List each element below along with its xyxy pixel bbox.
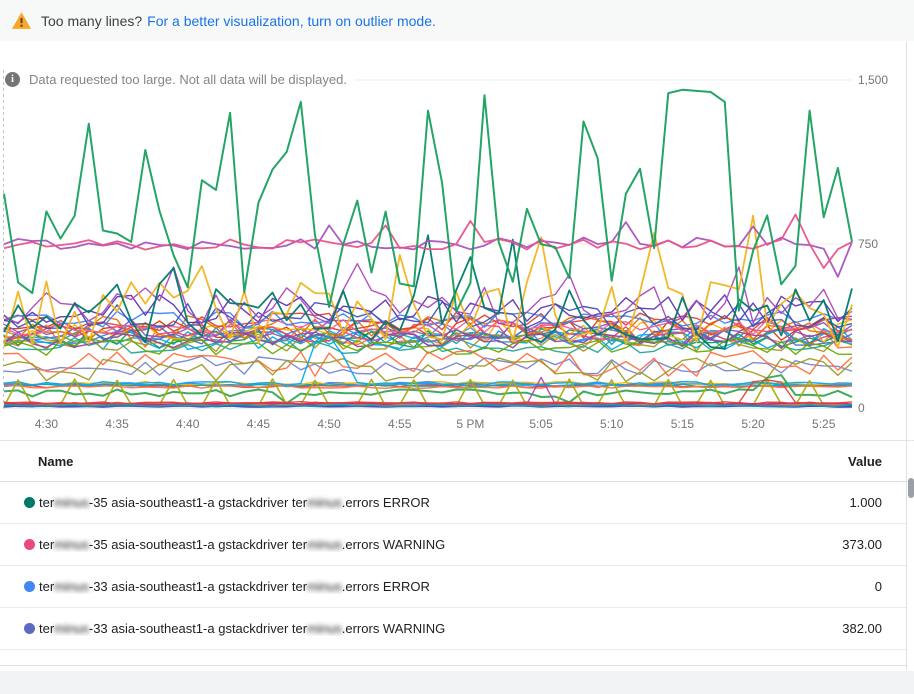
series-line xyxy=(3,213,853,270)
series-value: 1.000 xyxy=(849,495,882,510)
series-line xyxy=(3,88,853,313)
x-axis-label: 5:25 xyxy=(812,417,836,431)
y-axis-label: 1,500 xyxy=(858,73,889,87)
series-line xyxy=(3,355,853,376)
series-line xyxy=(3,234,853,350)
series-value: 0 xyxy=(874,579,882,594)
series-value: 382.00 xyxy=(842,621,882,636)
scrollbar-track[interactable] xyxy=(907,483,914,670)
series-line xyxy=(3,214,853,348)
series-color-dot xyxy=(24,539,35,550)
series-line xyxy=(3,294,853,324)
outlier-mode-link[interactable]: For a better visualization, turn on outl… xyxy=(147,12,436,29)
series-line xyxy=(3,311,853,332)
x-axis-label: 5:05 xyxy=(529,417,553,431)
legend-row[interactable]: terminus-35 asia-southeast1-a gstackdriv… xyxy=(0,524,914,566)
x-axis-label: 5:10 xyxy=(600,417,624,431)
column-header-value[interactable]: Value xyxy=(848,453,882,469)
legend-row[interactable]: terminus-33 asia-southeast1-a gstackdriv… xyxy=(0,608,914,650)
legend-header: Name Value xyxy=(0,441,914,482)
series-line xyxy=(3,337,853,356)
chart-canvas[interactable] xyxy=(0,0,914,440)
series-line xyxy=(3,383,853,388)
x-axis-label: 5:20 xyxy=(741,417,765,431)
info-icon: i xyxy=(5,72,20,87)
notice-text: Data requested too large. Not all data w… xyxy=(29,72,347,87)
x-axis-label: 5:15 xyxy=(670,417,695,431)
series-value: 373.00 xyxy=(842,537,882,552)
series-line xyxy=(3,315,853,341)
series-color-dot xyxy=(24,623,35,634)
series-color-dot xyxy=(24,581,35,592)
timeseries-chart[interactable]: i Data requested too large. Not all data… xyxy=(0,0,914,440)
series-line xyxy=(3,357,853,383)
x-axis-label: 4:30 xyxy=(34,417,59,431)
series-line xyxy=(3,336,853,354)
y-axis-label: 0 xyxy=(858,401,865,415)
series-name: terminus-35 asia-southeast1-a gstackdriv… xyxy=(39,537,446,552)
series-line xyxy=(3,263,853,325)
legend-row-partial xyxy=(0,650,914,666)
series-line xyxy=(3,374,853,405)
series-line xyxy=(3,349,853,377)
column-header-name[interactable]: Name xyxy=(38,453,74,469)
legend-row[interactable]: terminus-35 asia-southeast1-a gstackdriv… xyxy=(0,482,914,524)
data-truncated-notice: i Data requested too large. Not all data… xyxy=(5,71,355,88)
x-axis-label: 4:45 xyxy=(246,417,271,431)
series-color-dot xyxy=(24,497,35,508)
series-line xyxy=(4,385,853,389)
x-axis-label: 4:40 xyxy=(176,417,200,431)
series-name: terminus-33 asia-southeast1-a gstackdriv… xyxy=(39,579,430,594)
legend-row[interactable]: terminus-33 asia-southeast1-a gstackdriv… xyxy=(0,566,914,608)
warning-banner: Too many lines? For a better visualizati… xyxy=(0,0,914,41)
page-background xyxy=(0,671,914,694)
legend-table: Name Value terminus-35 asia-southeast1-a… xyxy=(0,440,914,666)
x-axis-label: 4:55 xyxy=(388,417,412,431)
series-line xyxy=(3,330,853,350)
series-line xyxy=(3,403,853,407)
series-line xyxy=(3,310,853,329)
banner-text: Too many lines? xyxy=(41,12,143,29)
series-name: terminus-35 asia-southeast1-a gstackdriv… xyxy=(39,495,430,510)
series-name: terminus-33 asia-southeast1-a gstackdriv… xyxy=(39,621,446,636)
warning-icon xyxy=(12,12,31,29)
x-axis-label: 4:35 xyxy=(105,417,129,431)
x-axis-label: 4:50 xyxy=(317,417,341,431)
scrollbar-thumb[interactable] xyxy=(908,478,914,498)
panel-right-border xyxy=(906,42,907,670)
series-line xyxy=(3,318,853,336)
y-axis-label: 750 xyxy=(858,237,879,251)
x-axis-label: 5 PM xyxy=(456,417,485,431)
series-line xyxy=(3,379,853,405)
series-line xyxy=(3,335,853,387)
